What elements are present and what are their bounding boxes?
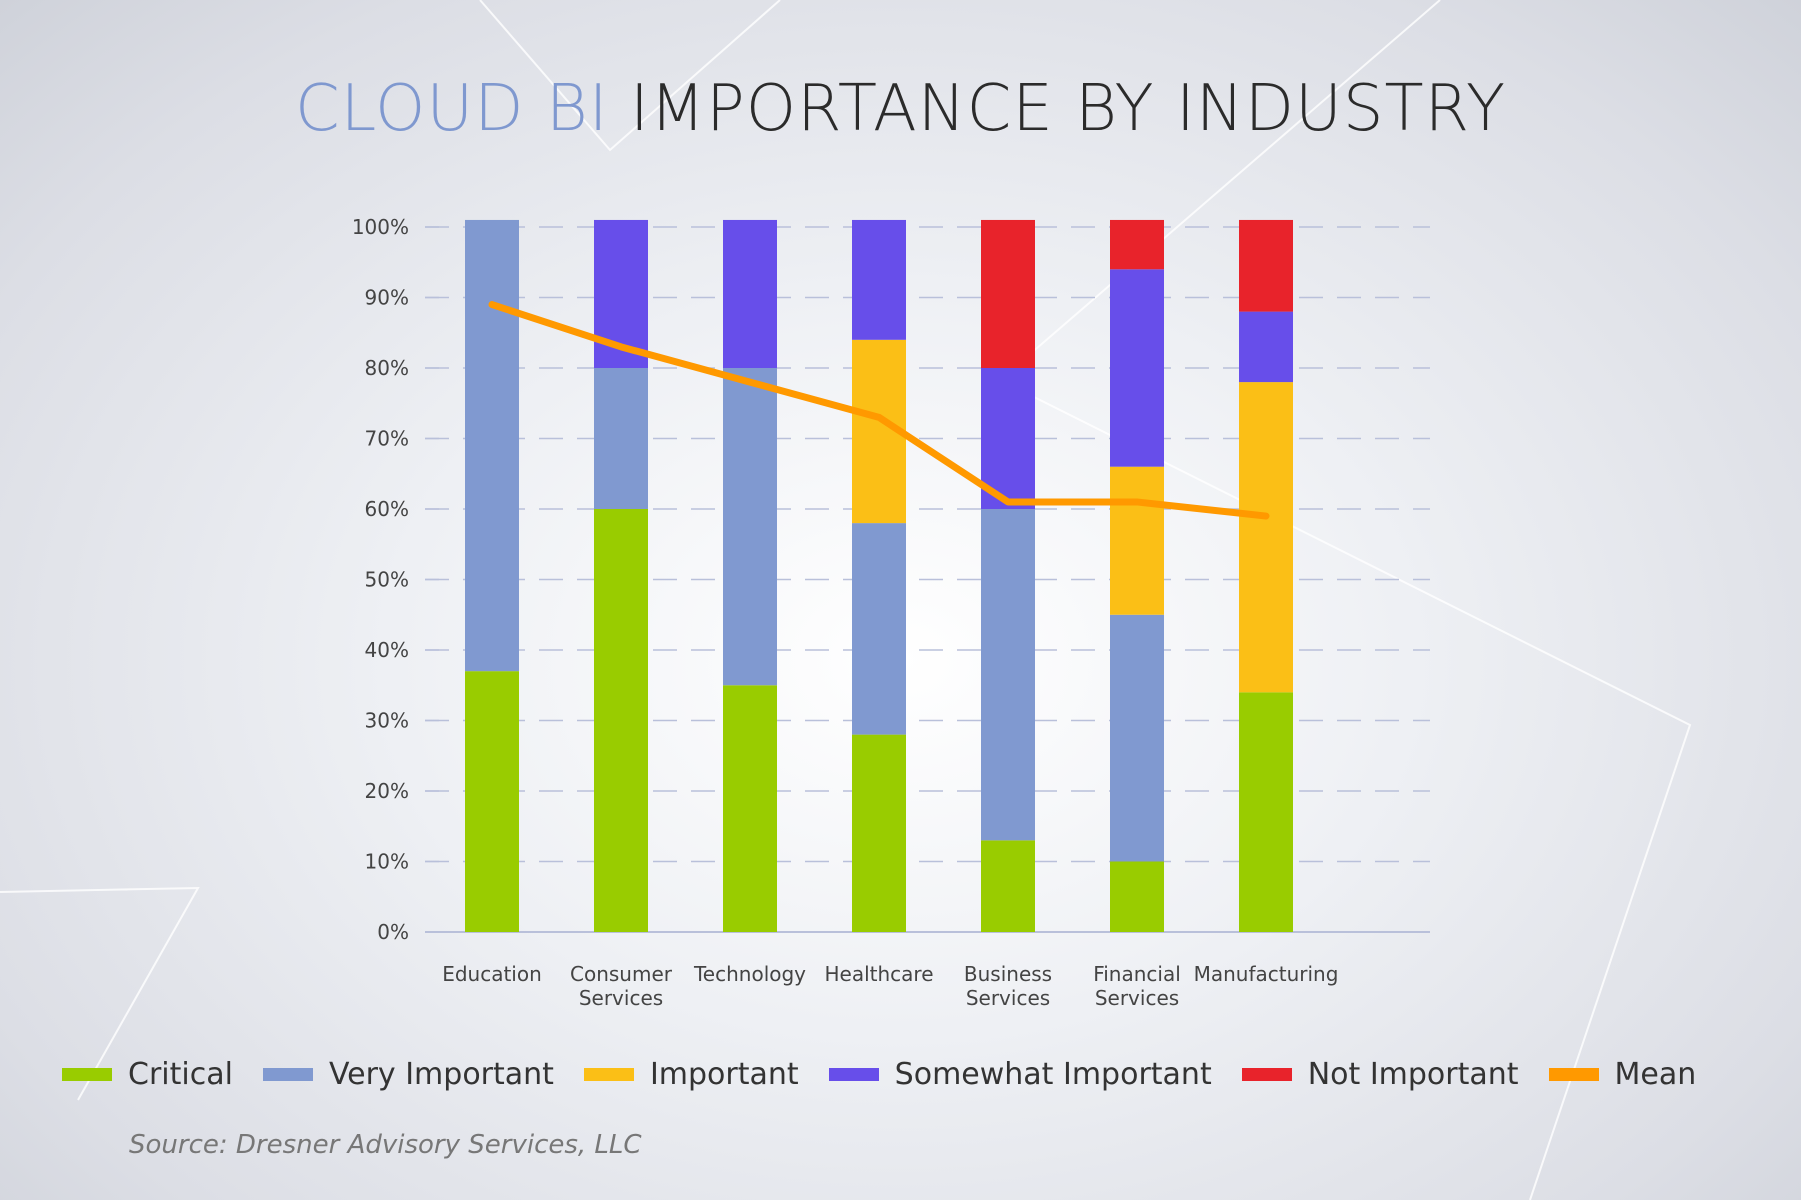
bar-segment — [465, 219, 519, 672]
bar-segment — [1110, 614, 1164, 862]
legend-item: Critical — [62, 1057, 233, 1092]
y-tick-label: 90% — [365, 286, 409, 310]
x-tick-label: Technology — [693, 962, 806, 986]
y-tick-label: 40% — [365, 638, 409, 662]
x-tick-label: Consumer — [570, 962, 673, 986]
legend-swatch — [262, 1067, 313, 1081]
y-tick-label: 80% — [365, 356, 409, 380]
legend-swatch — [62, 1067, 112, 1081]
x-tick-label: Education — [442, 962, 542, 986]
bar-segment — [1239, 311, 1293, 383]
legend-label: Critical — [128, 1056, 233, 1092]
bar-segment — [1239, 219, 1293, 312]
bar-segment — [1239, 382, 1293, 693]
bar-segment — [852, 734, 906, 932]
chart-legend: Critical Very Important Important Somewhat … — [62, 1052, 1726, 1096]
y-tick-label: 60% — [365, 497, 409, 521]
bar-segment — [465, 671, 519, 932]
bar-segment — [1239, 692, 1293, 932]
legend-item: Very Important — [262, 1056, 554, 1092]
y-tick-label: 70% — [365, 427, 409, 451]
chart-title-main: IMPORTANCE BY INDUSTRY — [630, 72, 1507, 146]
x-tick-label: Services — [966, 986, 1050, 1010]
legend-swatch — [1241, 1067, 1292, 1081]
bar-segment — [723, 368, 777, 686]
y-tick-label: 100% — [352, 215, 409, 239]
x-tick-label: Services — [579, 986, 663, 1010]
bar-segment — [981, 509, 1035, 841]
y-tick-label: 0% — [377, 920, 409, 944]
legend-item: Not Important — [1241, 1056, 1519, 1092]
bar-segment — [852, 219, 906, 340]
chart-title: CLOUD BI IMPORTANCE BY INDUSTRY — [0, 72, 1801, 146]
legend-swatch — [828, 1067, 879, 1081]
legend-label: Important — [649, 1056, 799, 1092]
legend-label: Not Important — [1307, 1056, 1519, 1092]
bar-segment — [594, 368, 648, 509]
bar-segment — [981, 219, 1035, 368]
stacked-bar-chart: 0% 10% 20% 30% 40% 50% 60% 70% 80% 90% 100% Educati… — [352, 215, 1430, 1010]
x-tick-label: Business — [964, 962, 1052, 986]
y-tick-label: 30% — [365, 709, 409, 733]
y-tick-label: 50% — [365, 568, 409, 592]
bar-segment — [852, 523, 906, 735]
bar-segment — [594, 509, 648, 932]
x-tick-label: Financial — [1093, 962, 1181, 986]
bar-segment — [1110, 861, 1164, 932]
legend-swatch — [1548, 1067, 1599, 1081]
legend-item: Mean — [1548, 1056, 1697, 1092]
bar-segment — [723, 685, 777, 932]
y-tick-label: 20% — [365, 779, 409, 803]
bar-segment — [1110, 219, 1164, 270]
legend-swatch — [583, 1067, 634, 1081]
x-tick-label: Services — [1095, 986, 1179, 1010]
bar-segment — [723, 219, 777, 368]
bar-segment — [1110, 466, 1164, 615]
bar-segment — [1110, 269, 1164, 467]
y-tick-label: 10% — [365, 850, 409, 874]
x-tick-label: Manufacturing — [1194, 962, 1339, 986]
legend-label: Somewhat Important — [894, 1056, 1212, 1092]
bar-segment — [981, 840, 1035, 932]
legend-label: Mean — [1614, 1056, 1697, 1092]
legend-item: Somewhat Important — [828, 1056, 1212, 1092]
bar-segment — [981, 368, 1035, 509]
chart-title-accent: CLOUD BI — [294, 72, 609, 146]
x-tick-label: Healthcare — [824, 962, 933, 986]
legend-item: Important — [583, 1056, 799, 1092]
legend-label: Very Important — [328, 1056, 554, 1092]
source-note: Source: Dresner Advisory Services, LLC — [129, 1130, 642, 1160]
